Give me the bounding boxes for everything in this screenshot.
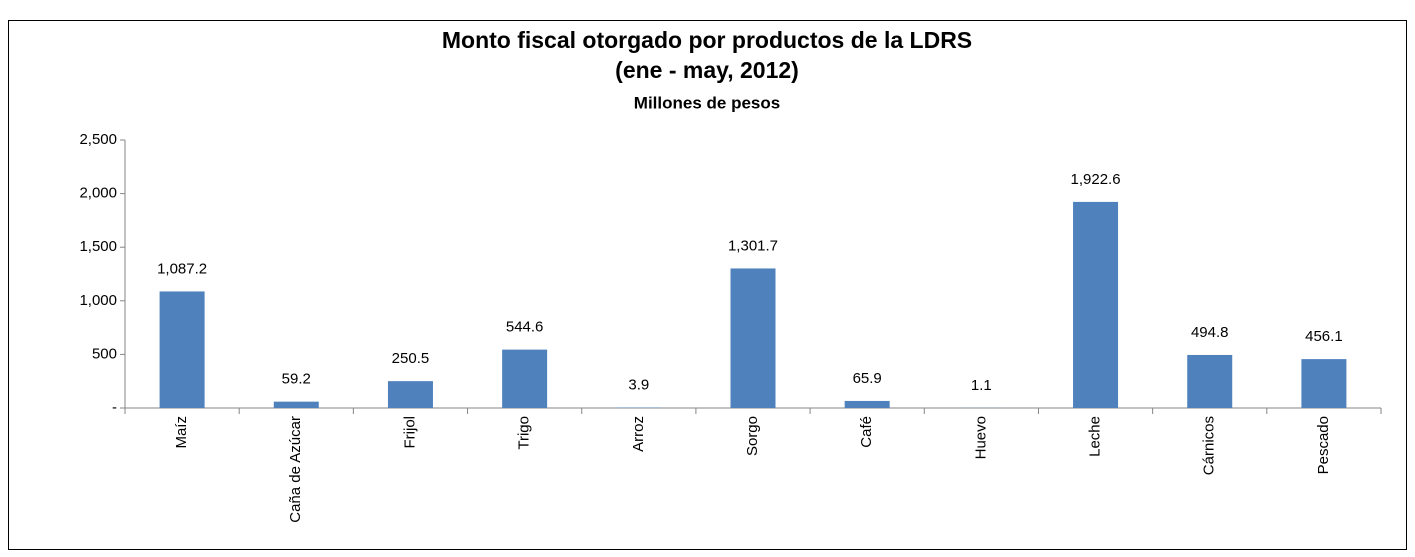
- x-tick-label: Leche: [1087, 416, 1104, 457]
- x-tick-label: Arroz: [630, 416, 647, 452]
- chart-subtitle: (ene - may, 2012): [615, 57, 799, 83]
- x-tick-label: Frijol: [401, 416, 418, 449]
- bar: [1301, 359, 1347, 408]
- data-label: 59.2: [282, 371, 311, 388]
- x-tick-label: Huevo: [972, 416, 989, 459]
- data-label: 1.1: [971, 377, 992, 394]
- data-label: 3.9: [628, 377, 649, 394]
- x-tick-label: Maíz: [173, 416, 190, 449]
- data-label: 456.1: [1305, 328, 1343, 345]
- x-tick-label: Caña de Azúcar: [287, 416, 304, 523]
- bar: [502, 349, 548, 408]
- chart-frame: [8, 20, 1407, 550]
- data-label: 544.6: [506, 319, 544, 336]
- x-tick-label: Sorgo: [744, 416, 761, 456]
- bar: [159, 291, 205, 408]
- chart-title: Monto fiscal otorgado por productos de l…: [442, 27, 972, 53]
- bar: [387, 381, 433, 408]
- x-tick-label: Café: [858, 416, 875, 448]
- x-tick-label: Pescado: [1315, 416, 1332, 474]
- x-tick-label: Trigo: [516, 416, 533, 450]
- y-tick-label: 500: [92, 345, 117, 362]
- y-tick-label: 1,000: [79, 292, 117, 309]
- bar: [1187, 354, 1233, 408]
- data-label: 1,087.2: [157, 260, 207, 277]
- y-axis-label: Millones de pesos: [634, 93, 780, 112]
- bar: [844, 400, 890, 408]
- bar: [730, 268, 776, 408]
- y-tick-label: 2,500: [79, 131, 117, 148]
- data-label: 1,301.7: [728, 237, 778, 254]
- data-label: 494.8: [1191, 324, 1229, 341]
- y-tick-label: 2,000: [79, 185, 117, 202]
- data-label: 65.9: [853, 370, 882, 387]
- x-tick-label: Cárnicos: [1201, 416, 1218, 475]
- y-tick-label: -: [112, 399, 117, 416]
- bar: [1073, 201, 1119, 408]
- y-tick-label: 1,500: [79, 238, 117, 255]
- data-label: 1,922.6: [1071, 171, 1121, 188]
- data-label: 250.5: [392, 350, 430, 367]
- bar: [273, 401, 319, 408]
